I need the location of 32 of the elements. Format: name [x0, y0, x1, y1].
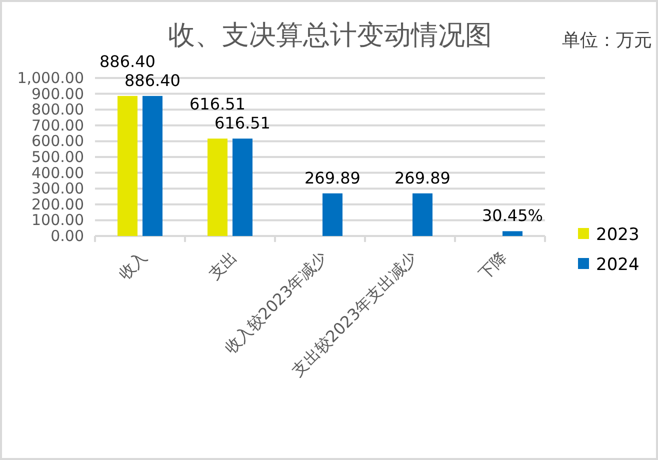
y-tick-label: 300.00: [32, 180, 84, 198]
bar: [502, 231, 522, 236]
chart-title: 收、支决算总计变动情况图: [168, 20, 492, 51]
y-tick-label: 800.00: [32, 100, 84, 119]
data-label: 30.45%: [482, 206, 544, 226]
y-tick-label: 400.00: [32, 164, 84, 182]
data-label: 886.40: [100, 52, 156, 71]
bar: [322, 193, 342, 236]
x-tick-label: 收入: [114, 247, 151, 284]
data-label: 616.51: [190, 94, 246, 114]
y-tick-label: 700.00: [32, 116, 84, 134]
y-tick-label: 1,000.00: [17, 69, 84, 87]
bar: [232, 138, 252, 236]
data-label: 269.89: [304, 168, 360, 188]
x-tick-label: 下降: [474, 247, 511, 284]
y-tick-label: 600.00: [32, 132, 84, 150]
data-label: 616.51: [214, 114, 270, 133]
bar: [412, 193, 432, 236]
y-tick-label: 100.00: [32, 211, 84, 230]
x-tick-label: 支出: [204, 247, 241, 284]
legend-label: 2024: [596, 255, 640, 275]
legend-label: 2023: [596, 225, 640, 245]
bar: [208, 138, 228, 236]
bar: [142, 96, 162, 236]
bar: [118, 96, 138, 236]
y-tick-label: 0.00: [50, 227, 84, 245]
data-label: 269.89: [394, 168, 450, 188]
data-label: 886.40: [124, 70, 180, 90]
y-tick-label: 500.00: [32, 148, 84, 166]
y-tick-label: 200.00: [32, 195, 84, 214]
y-tick-label: 900.00: [32, 84, 84, 103]
text: 单位：万元: [562, 30, 652, 51]
